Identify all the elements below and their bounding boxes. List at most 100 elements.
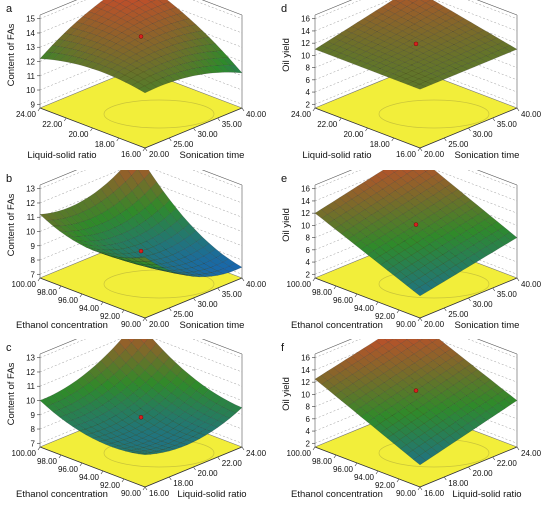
x-tick-label: 94.00 [354, 473, 375, 482]
z-axis-title: Oil yield [281, 38, 292, 72]
z-tick-label: 12 [301, 39, 310, 48]
x-tick-label: 18.00 [95, 140, 116, 149]
z-axis-title: Oil yield [281, 208, 292, 242]
x-tick-label: 20.00 [343, 130, 364, 139]
x-tick-label: 24.00 [16, 110, 37, 119]
design-point [138, 248, 144, 254]
surface-mesh [314, 170, 518, 297]
z-tick-label: 9 [31, 411, 36, 420]
y-tick-label: 20.00 [424, 320, 445, 329]
z-axis: 16 14 12 10 8 6 4 2 [301, 354, 315, 448]
floor-contour [378, 99, 490, 129]
x-tick-label: 94.00 [79, 304, 100, 313]
x-tick-label: 96.00 [333, 296, 354, 305]
z-tick-label: 14 [26, 29, 35, 38]
y-axis-title: Sonication time [455, 320, 520, 331]
design-points [413, 222, 419, 227]
y-tick-label: 22.00 [222, 459, 243, 468]
x-axis-title: Ethanol concentration [291, 320, 383, 331]
z-tick-label: 8 [306, 234, 311, 243]
design-point [138, 415, 144, 420]
z-tick-label: 7 [31, 270, 36, 279]
z-axis-title: Content of FAs [6, 193, 17, 256]
z-axis: 15 14 13 12 11 10 9 [26, 15, 40, 109]
y-tick-label: 25.00 [448, 140, 469, 149]
z-tick-label: 16 [301, 15, 310, 24]
surface-mesh [39, 170, 243, 278]
z-tick-label: 4 [306, 88, 311, 97]
y-tick-label: 16.00 [149, 489, 170, 498]
y-tick-label: 35.00 [222, 120, 243, 129]
z-tick-label: 2 [306, 100, 311, 109]
x-tick-label: 90.00 [121, 489, 142, 498]
panel-letter: d [281, 3, 287, 15]
x-tick-label: 18.00 [370, 140, 391, 149]
y-tick-label: 16.00 [424, 489, 445, 498]
z-tick-label: 14 [301, 366, 310, 375]
z-tick-label: 12 [26, 199, 35, 208]
chart-panel-d: 16 14 12 10 8 6 4 2 Oil yield 24.00 22.00 20.00 18.0… [281, 0, 542, 161]
x-axis-title: Ethanol concentration [16, 320, 108, 331]
y-axis-title: Sonication time [455, 150, 520, 161]
y-tick-label: 20.00 [149, 320, 170, 329]
x-tick-label: 22.00 [42, 120, 63, 129]
surface-cell [423, 170, 429, 172]
y-axis-title: Sonication time [180, 150, 245, 161]
z-axis: 16 14 12 10 8 6 4 2 [301, 15, 315, 109]
y-tick-label: 35.00 [497, 290, 518, 299]
design-point [413, 41, 419, 47]
z-tick-label: 6 [306, 76, 311, 85]
surface-cell [416, 339, 423, 342]
z-tick-label: 8 [31, 425, 36, 434]
y-tick-label: 35.00 [222, 290, 243, 299]
x-tick-label: 98.00 [37, 288, 58, 297]
z-tick-label: 8 [306, 403, 311, 412]
surface-mesh [314, 339, 518, 466]
x-axis-title: Liquid-solid ratio [302, 150, 371, 161]
panel-letter: f [281, 342, 285, 354]
design-point [138, 34, 144, 39]
z-tick-label: 8 [31, 256, 36, 265]
y-tick-label: 25.00 [448, 310, 469, 319]
y-tick-label: 40.00 [246, 280, 267, 289]
y-tick-label: 24.00 [246, 449, 267, 458]
z-tick-label: 4 [306, 258, 311, 267]
x-tick-label: 16.00 [121, 150, 142, 159]
x-tick-label: 100.00 [287, 280, 312, 289]
chart-panel-c: 13 12 11 10 9 8 7 Content of FAs 100.0098.0096.0… [6, 339, 267, 500]
z-tick-label: 13 [26, 185, 35, 194]
surface-cell [413, 455, 427, 466]
z-tick-label: 11 [27, 382, 36, 391]
z-tick-label: 14 [301, 197, 310, 206]
x-tick-label: 98.00 [312, 457, 333, 466]
y-axis-title: Sonication time [180, 320, 245, 331]
panel-letter: e [281, 173, 287, 185]
panel-letter: b [6, 173, 12, 185]
y-axis-title: Liquid-solid ratio [452, 489, 521, 500]
z-tick-label: 10 [26, 86, 35, 95]
x-axis: 24.00 22.00 20.00 18.00 16.00 [291, 107, 421, 159]
x-tick-label: 92.00 [375, 312, 396, 321]
surface-cell [127, 339, 135, 344]
chart-panel-a: 15 14 13 12 11 10 9 Content of FAs 24.00 22.00 20.… [6, 0, 267, 161]
floor-contour [103, 99, 215, 129]
y-tick-label: 20.00 [473, 469, 494, 478]
y-tick-label: 40.00 [246, 110, 267, 119]
y-tick-label: 40.00 [521, 280, 542, 289]
x-tick-label: 90.00 [121, 320, 142, 329]
z-axis: 13 12 11 10 9 8 7 [26, 185, 40, 279]
y-tick-label: 20.00 [198, 469, 219, 478]
z-tick-label: 2 [306, 270, 311, 279]
x-axis-title: Ethanol concentration [291, 489, 383, 500]
z-axis-title: Content of FAs [6, 23, 17, 86]
y-tick-label: 18.00 [173, 479, 194, 488]
z-tick-label: 13 [26, 354, 35, 363]
z-tick-label: 2 [306, 439, 311, 448]
z-tick-label: 6 [306, 246, 311, 255]
z-tick-label: 16 [301, 354, 310, 363]
